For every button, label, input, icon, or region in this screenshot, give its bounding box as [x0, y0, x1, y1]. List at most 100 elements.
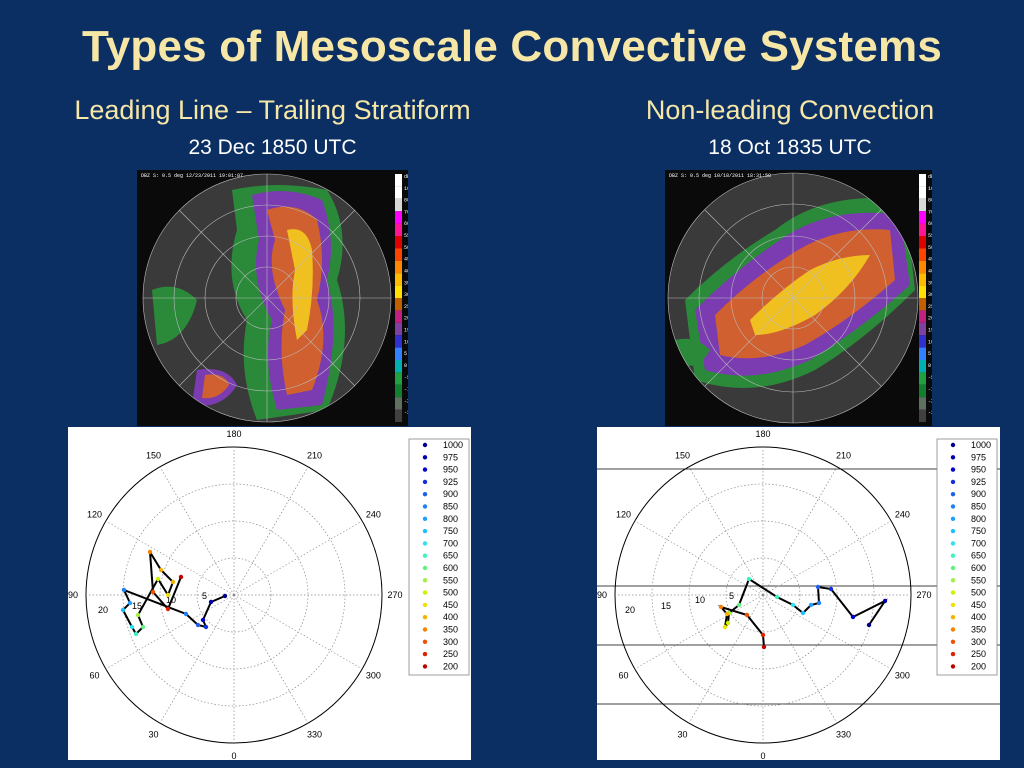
- hodograph-point: [129, 624, 135, 630]
- grid-ring: [196, 557, 272, 633]
- colorbar-label: 45: [404, 257, 408, 263]
- legend-label: 650: [971, 551, 986, 561]
- azimuth-label: 90: [597, 590, 607, 600]
- colorbar-label: 25: [404, 304, 408, 310]
- colorbar-swatch: [919, 298, 926, 311]
- legend-label: 350: [443, 625, 458, 635]
- left-radar-svg: DBZ S: 0.5 deg 12/23/2011 19:01:07 dBZ 10…: [141, 173, 408, 423]
- hodograph-point: [744, 612, 750, 618]
- right-radar-image: DBZ S: 0.5 deg 10/18/2011 18:31:58 dBZ 10…: [665, 170, 932, 426]
- legend-label: 900: [971, 489, 986, 499]
- colorbar-label: -10: [404, 387, 408, 393]
- colorbar-label: 100: [404, 186, 408, 192]
- legend-dot: [950, 553, 956, 558]
- colorbar-label: 15: [928, 328, 932, 334]
- hodograph-point: [155, 576, 161, 582]
- azimuth-label: 300: [366, 671, 381, 681]
- grid-spoke: [233, 594, 363, 670]
- hodograph-point: [718, 604, 724, 610]
- hodograph-point: [774, 594, 780, 600]
- hodograph-point: [147, 549, 153, 555]
- legend-dot: [950, 492, 956, 497]
- legend-dot: [422, 615, 428, 620]
- hodograph-point: [828, 586, 834, 592]
- azimuth-label: 60: [90, 671, 100, 681]
- colorbar-label: 60: [404, 221, 408, 227]
- colorbar-swatch: [919, 223, 926, 236]
- azimuth-label: 0: [760, 751, 765, 760]
- legend-label: 350: [971, 625, 986, 635]
- colorbar-label: -20: [928, 398, 932, 404]
- legend-dot: [422, 528, 428, 534]
- legend-label: 750: [971, 526, 986, 536]
- legend-label: 850: [971, 502, 986, 512]
- hodograph-point: [850, 614, 856, 620]
- colorbar-swatch: [395, 260, 402, 274]
- legend-dot: [422, 627, 428, 632]
- hodograph-point: [170, 579, 176, 585]
- hodograph-point: [761, 644, 767, 650]
- legend-dot: [422, 492, 428, 497]
- colorbar-label: -5: [404, 375, 408, 381]
- hodograph-point: [121, 587, 127, 593]
- right-heading: Non-leading Convection: [645, 95, 935, 125]
- colorbar-label: -20: [404, 398, 408, 404]
- colorbar-label: 10: [928, 339, 932, 345]
- hodograph-point: [140, 624, 146, 630]
- hodograph-point: [135, 612, 141, 618]
- ring-label: 15: [132, 601, 142, 611]
- colorbar-swatch: [395, 236, 402, 249]
- legend-label: 300: [443, 637, 458, 647]
- legend-dot: [950, 639, 956, 644]
- colorbar-swatch: [919, 273, 926, 286]
- grid-spoke: [159, 594, 235, 724]
- legend-label: 600: [443, 563, 458, 573]
- legend-dot: [950, 541, 956, 546]
- right-radar-svg: DBZ S: 0.5 deg 10/18/2011 18:31:58 dBZ 10…: [667, 172, 932, 424]
- legend-dot: [422, 479, 428, 485]
- legend-label: 200: [971, 661, 986, 671]
- colorbar-label: 35: [928, 280, 932, 286]
- ring-label: 10: [695, 595, 705, 605]
- grid-spoke: [105, 520, 235, 596]
- colorbar-swatch: [395, 322, 402, 336]
- azimuth-label: 330: [307, 729, 322, 739]
- colorbar-label: 55: [404, 233, 408, 239]
- legend-label: 650: [443, 551, 458, 561]
- colorbar-label: 20: [404, 316, 408, 322]
- legend-label: 550: [971, 575, 986, 585]
- azimuth-label: 120: [87, 510, 102, 520]
- right-pressure-legend: 1000 975 950 925 900 850 800 750 700 650 600 550 500…: [936, 438, 998, 676]
- hodograph-point: [866, 622, 872, 628]
- colorbar-swatch: [395, 409, 402, 422]
- azimuth-label: 240: [366, 510, 381, 520]
- right-ring-labels: 20 15 10 5: [625, 591, 734, 615]
- legend-dot: [422, 455, 428, 460]
- grid-spoke: [762, 594, 838, 724]
- legend-label: 250: [971, 649, 986, 659]
- legend-label: 800: [443, 514, 458, 524]
- grid-spoke: [688, 466, 764, 596]
- hodograph-point: [790, 602, 796, 608]
- colorbar-swatch: [919, 186, 926, 199]
- legend-dot: [422, 565, 428, 571]
- azimuth-label: 210: [836, 451, 851, 461]
- hodograph-point: [127, 600, 133, 606]
- azimuth-label: 270: [387, 590, 402, 600]
- left-hodograph-grid: [85, 446, 383, 744]
- colorbar-swatch: [395, 285, 402, 298]
- legend-label: 500: [971, 588, 986, 598]
- colorbar-label: 5: [404, 351, 407, 357]
- ring-label: 5: [729, 591, 734, 601]
- hodograph-point: [120, 607, 126, 613]
- colorbar-swatch: [919, 260, 926, 274]
- grid-spoke: [105, 594, 235, 670]
- grid-spoke: [634, 594, 764, 670]
- hodograph-point: [183, 611, 189, 617]
- hodograph-point: [882, 598, 888, 604]
- legend-dot: [422, 651, 428, 657]
- legend-dot: [422, 504, 428, 509]
- right-date: 18 Oct 1835 UTC: [708, 136, 872, 159]
- colorbar-label: 40: [404, 268, 408, 274]
